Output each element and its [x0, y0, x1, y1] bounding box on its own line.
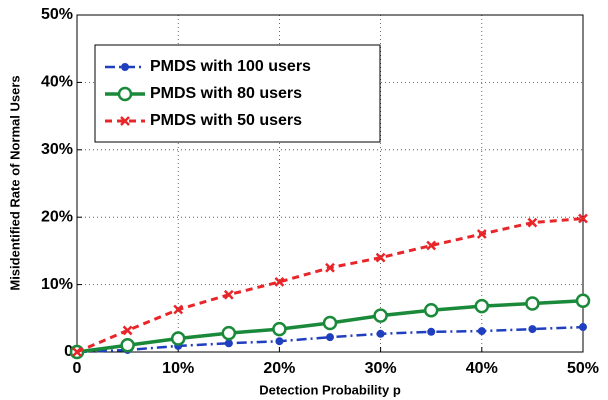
data-point: [575, 293, 591, 309]
data-point: [373, 308, 388, 323]
y-tick-label: 0: [64, 343, 73, 360]
data-point: [423, 302, 439, 318]
data-point: [272, 321, 287, 337]
data-point: [173, 304, 184, 315]
data-point: [274, 277, 285, 287]
data-point: [221, 325, 237, 341]
legend-marker: [121, 63, 129, 71]
y-tick-label: 10%: [41, 276, 73, 293]
data-point: [474, 298, 490, 314]
data-point: [376, 329, 385, 338]
data-point: [579, 323, 587, 332]
x-tick-label: 0: [73, 360, 82, 377]
data-point: [477, 327, 486, 336]
data-point: [427, 327, 436, 336]
legend-marker: [120, 116, 130, 126]
data-point: [578, 213, 588, 224]
data-point: [426, 240, 437, 251]
data-point: [525, 296, 540, 311]
data-point: [476, 229, 487, 239]
y-tick-label: 50%: [41, 6, 73, 23]
x-axis-label: Detection Probability p: [259, 382, 401, 397]
series-line: [76, 217, 584, 354]
data-point: [528, 325, 537, 334]
y-tick-label: 30%: [41, 141, 73, 158]
data-point: [120, 338, 135, 353]
x-tick-label: 10%: [162, 360, 194, 377]
x-tick-label: 40%: [466, 360, 498, 377]
data-point: [275, 337, 284, 346]
y-tick-label: 40%: [41, 74, 73, 91]
series-line: [76, 325, 584, 354]
data-point: [72, 347, 82, 357]
plot-frame: [76, 14, 584, 353]
data-point: [122, 325, 133, 336]
legend-label: PMDS with 100 users: [150, 58, 311, 75]
data-point: [322, 315, 338, 331]
legend-label: PMDS with 50 users: [150, 112, 302, 129]
data-point: [375, 252, 386, 263]
x-tick-label: 50%: [567, 360, 599, 377]
data-point: [223, 289, 234, 300]
data-point: [527, 217, 538, 228]
data-point: [170, 331, 186, 346]
x-tick-label: 30%: [365, 360, 397, 377]
legend-label: PMDS with 80 users: [150, 85, 302, 102]
y-tick-label: 20%: [41, 208, 73, 225]
legend-marker: [117, 86, 133, 102]
y-axis-label: Misidentified Rate of Normal Users: [7, 75, 22, 290]
data-point: [224, 339, 233, 348]
data-point: [326, 333, 334, 342]
data-point: [325, 262, 335, 273]
x-tick-label: 20%: [263, 360, 295, 377]
